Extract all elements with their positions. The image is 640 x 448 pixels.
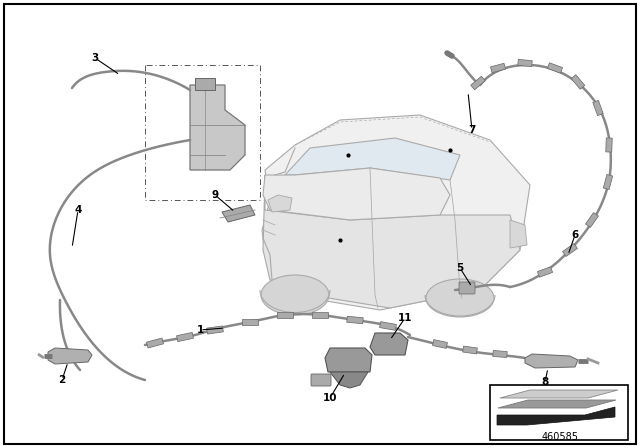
Polygon shape: [470, 76, 485, 90]
Polygon shape: [177, 332, 193, 341]
Text: 9: 9: [211, 190, 219, 200]
Polygon shape: [563, 244, 577, 256]
Polygon shape: [263, 168, 450, 220]
Text: 2: 2: [58, 375, 66, 385]
Polygon shape: [380, 322, 396, 330]
Text: 10: 10: [323, 393, 337, 403]
Polygon shape: [525, 354, 578, 368]
Polygon shape: [147, 338, 163, 348]
FancyBboxPatch shape: [311, 374, 331, 386]
Text: 4: 4: [74, 205, 82, 215]
Polygon shape: [190, 85, 245, 170]
Text: 5: 5: [456, 263, 463, 273]
Polygon shape: [433, 340, 447, 349]
Polygon shape: [538, 267, 552, 277]
Text: 11: 11: [397, 313, 412, 323]
Bar: [195, 78, 215, 90]
Polygon shape: [586, 212, 598, 228]
Polygon shape: [325, 348, 372, 372]
Polygon shape: [500, 390, 618, 398]
Polygon shape: [463, 346, 477, 354]
Polygon shape: [370, 333, 408, 355]
Text: 8: 8: [541, 377, 548, 387]
Text: 1: 1: [196, 325, 204, 335]
FancyBboxPatch shape: [459, 282, 475, 294]
Ellipse shape: [261, 275, 329, 315]
Polygon shape: [493, 350, 507, 358]
Polygon shape: [547, 63, 563, 73]
Polygon shape: [277, 312, 293, 318]
Polygon shape: [207, 326, 223, 334]
Polygon shape: [347, 316, 364, 324]
Ellipse shape: [426, 279, 494, 317]
Polygon shape: [490, 63, 506, 73]
Polygon shape: [262, 115, 530, 310]
Text: 7: 7: [468, 125, 476, 135]
Polygon shape: [312, 312, 328, 318]
Polygon shape: [498, 400, 616, 408]
Bar: [490, 385, 628, 440]
Polygon shape: [222, 205, 255, 222]
Polygon shape: [263, 175, 520, 308]
Text: 6: 6: [572, 230, 579, 240]
Polygon shape: [330, 372, 368, 388]
Polygon shape: [268, 195, 292, 212]
Polygon shape: [572, 75, 585, 89]
Polygon shape: [593, 100, 604, 116]
Polygon shape: [605, 138, 612, 152]
Polygon shape: [497, 407, 615, 425]
Polygon shape: [604, 174, 612, 190]
Polygon shape: [242, 319, 258, 325]
Polygon shape: [510, 220, 527, 248]
Text: 3: 3: [92, 53, 99, 63]
Polygon shape: [48, 348, 92, 364]
Polygon shape: [285, 138, 460, 180]
Polygon shape: [518, 60, 532, 67]
Text: 460585: 460585: [541, 432, 579, 442]
